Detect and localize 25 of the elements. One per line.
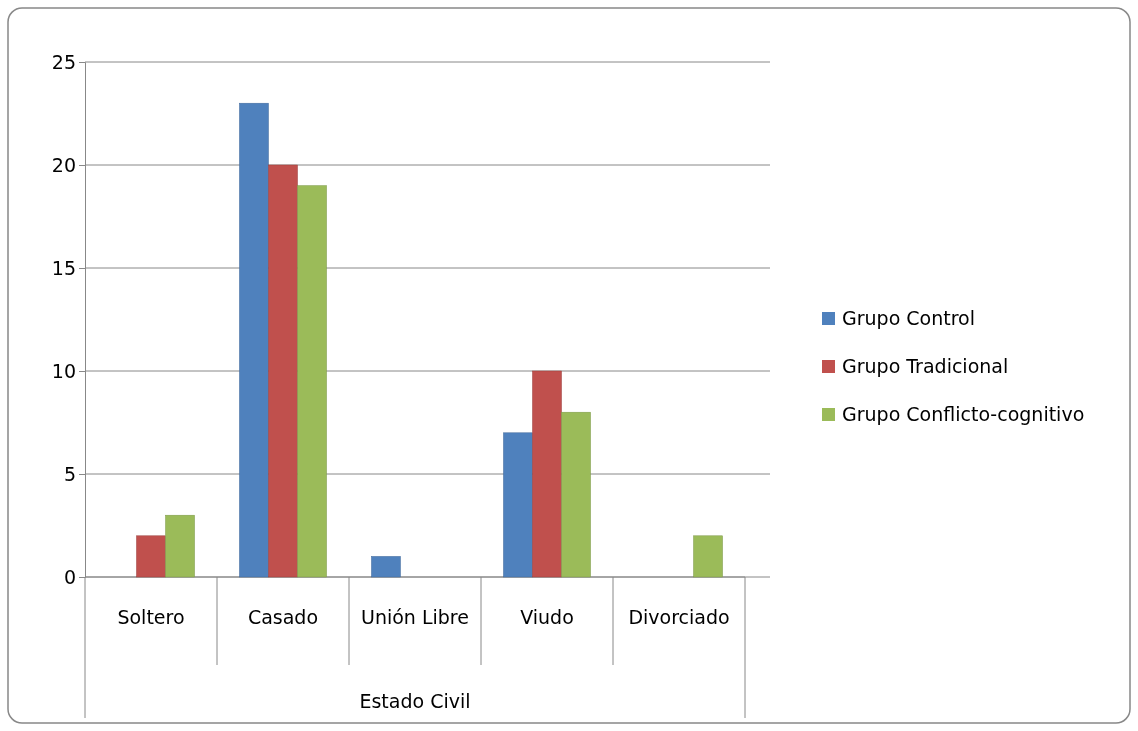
bar [503, 432, 533, 578]
bar [239, 102, 269, 578]
legend-label: Grupo Conflicto-cognitivo [842, 403, 1085, 425]
x-tick-label: Soltero [117, 606, 185, 628]
bar [371, 556, 401, 578]
y-tick-label: 5 [63, 462, 76, 485]
x-tick-label: Divorciado [628, 606, 730, 628]
bar [561, 411, 591, 578]
y-tick-label: 25 [51, 50, 76, 73]
x-axis-title: Estado Civil [359, 690, 471, 712]
bar [532, 370, 562, 578]
x-tick-label: Viudo [520, 606, 574, 628]
legend-label: Grupo Control [842, 307, 975, 329]
bar [136, 535, 166, 578]
x-tick-label: Casado [247, 606, 319, 628]
bar [268, 164, 298, 578]
y-tick-label: 15 [51, 256, 76, 279]
bar [693, 535, 723, 578]
bar [297, 185, 327, 578]
y-tick-label: 0 [63, 565, 76, 588]
x-tick-label: Unión Libre [361, 606, 469, 628]
bar [165, 514, 195, 578]
legend-label: Grupo Tradicional [842, 355, 1009, 377]
y-tick-label: 20 [51, 153, 76, 176]
y-tick-label: 10 [51, 359, 76, 382]
